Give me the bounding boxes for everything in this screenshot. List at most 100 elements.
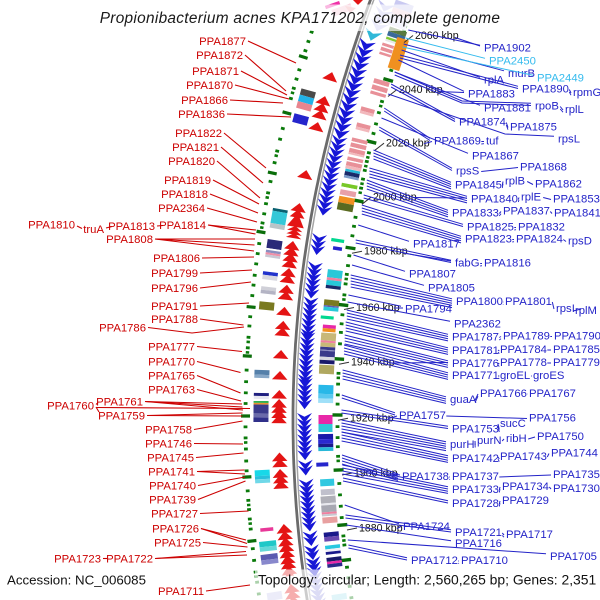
svg-text:PPA1794: PPA1794 bbox=[405, 304, 452, 316]
svg-text:PPA1788: PPA1788 bbox=[151, 314, 198, 326]
svg-text:rpsI: rpsI bbox=[556, 303, 575, 315]
svg-text:PPA1742: PPA1742 bbox=[452, 453, 499, 465]
svg-text:rpsS: rpsS bbox=[456, 166, 480, 178]
svg-text:1880 kbp: 1880 kbp bbox=[359, 522, 403, 534]
svg-text:PPA1801: PPA1801 bbox=[505, 296, 552, 308]
svg-text:PPA1806: PPA1806 bbox=[153, 253, 200, 265]
svg-text:PPA1722: PPA1722 bbox=[106, 554, 153, 566]
svg-text:PPA1869: PPA1869 bbox=[434, 136, 481, 148]
svg-text:PPA1819: PPA1819 bbox=[164, 175, 211, 187]
svg-text:PPA1716: PPA1716 bbox=[455, 538, 502, 550]
svg-text:ribH: ribH bbox=[506, 433, 527, 445]
svg-text:purN: purN bbox=[477, 435, 502, 447]
svg-text:PPA1874: PPA1874 bbox=[459, 117, 506, 129]
svg-text:PPA1862: PPA1862 bbox=[535, 179, 582, 191]
svg-text:PPA1807: PPA1807 bbox=[409, 269, 456, 281]
svg-text:PPA1836: PPA1836 bbox=[178, 109, 225, 121]
svg-text:PPA1902: PPA1902 bbox=[484, 43, 531, 55]
svg-text:PPA1745: PPA1745 bbox=[147, 453, 194, 465]
svg-text:PPA1712: PPA1712 bbox=[411, 555, 458, 567]
svg-text:Accession: NC_006085: Accession: NC_006085 bbox=[7, 573, 146, 588]
svg-text:PPA1730: PPA1730 bbox=[553, 483, 600, 495]
svg-text:PPA1781: PPA1781 bbox=[452, 345, 499, 357]
svg-text:PPA1760: PPA1760 bbox=[47, 401, 94, 413]
svg-text:PPA1818: PPA1818 bbox=[161, 189, 208, 201]
svg-text:PPA1744: PPA1744 bbox=[551, 448, 598, 460]
svg-text:PPA1740: PPA1740 bbox=[149, 481, 196, 493]
svg-text:PPA1758: PPA1758 bbox=[145, 425, 192, 437]
svg-text:PPA2450: PPA2450 bbox=[489, 56, 536, 68]
svg-text:PPA1823: PPA1823 bbox=[465, 234, 512, 246]
svg-text:Topology: circular; Length: 2,: Topology: circular; Length: 2,560,265 bp… bbox=[258, 572, 597, 588]
svg-text:PPA1805: PPA1805 bbox=[428, 283, 475, 295]
svg-text:PPA1765: PPA1765 bbox=[148, 371, 195, 383]
svg-text:PPA1820: PPA1820 bbox=[168, 156, 215, 168]
svg-text:PPA2362: PPA2362 bbox=[454, 319, 501, 331]
svg-text:PPA1789: PPA1789 bbox=[503, 331, 550, 343]
svg-text:rplM: rplM bbox=[575, 305, 597, 317]
svg-text:purH: purH bbox=[450, 439, 475, 451]
svg-text:PPA1837: PPA1837 bbox=[503, 206, 550, 218]
svg-text:PPA1796: PPA1796 bbox=[151, 283, 198, 295]
svg-text:PPA1791: PPA1791 bbox=[151, 301, 198, 313]
svg-text:Propionibacterium acnes KPA171: Propionibacterium acnes KPA171202, compl… bbox=[100, 10, 501, 27]
svg-text:PPA1753: PPA1753 bbox=[452, 424, 499, 436]
svg-text:PPA1739: PPA1739 bbox=[149, 495, 196, 507]
svg-text:PPA1776: PPA1776 bbox=[452, 358, 499, 370]
svg-text:PPA1832: PPA1832 bbox=[518, 222, 565, 234]
svg-text:rplL: rplL bbox=[565, 104, 584, 116]
svg-text:rpsL: rpsL bbox=[558, 134, 580, 146]
svg-text:PPA1872: PPA1872 bbox=[196, 50, 243, 62]
svg-text:PPA1756: PPA1756 bbox=[529, 413, 576, 425]
svg-text:PPA1808: PPA1808 bbox=[106, 234, 153, 246]
svg-text:PPA1779: PPA1779 bbox=[553, 357, 600, 369]
svg-text:PPA1757: PPA1757 bbox=[399, 410, 446, 422]
svg-text:rpsD: rpsD bbox=[568, 236, 592, 248]
svg-text:PPA1735: PPA1735 bbox=[553, 469, 600, 481]
svg-text:PPA1821: PPA1821 bbox=[172, 142, 219, 154]
svg-text:PPA1729: PPA1729 bbox=[502, 495, 549, 507]
svg-text:PPA1743: PPA1743 bbox=[500, 451, 547, 463]
svg-text:groEL: groEL bbox=[500, 370, 530, 382]
svg-text:tuf: tuf bbox=[486, 136, 499, 148]
svg-text:PPA1817: PPA1817 bbox=[413, 239, 460, 251]
svg-text:PPA1822: PPA1822 bbox=[175, 128, 222, 140]
svg-text:PPA2449: PPA2449 bbox=[537, 73, 584, 85]
svg-text:PPA1890: PPA1890 bbox=[522, 84, 569, 96]
svg-text:PPA1721: PPA1721 bbox=[455, 527, 502, 539]
svg-text:rpoB: rpoB bbox=[535, 101, 559, 113]
svg-text:PPA1799: PPA1799 bbox=[151, 268, 198, 280]
svg-text:PPA1871: PPA1871 bbox=[192, 66, 239, 78]
svg-text:PPA1770: PPA1770 bbox=[148, 357, 195, 369]
svg-text:rplE: rplE bbox=[521, 192, 542, 204]
svg-text:PPA1867: PPA1867 bbox=[472, 151, 519, 163]
svg-text:PPA1733: PPA1733 bbox=[452, 484, 499, 496]
svg-text:PPA1810: PPA1810 bbox=[28, 220, 75, 232]
svg-text:PPA1711: PPA1711 bbox=[158, 586, 204, 598]
svg-text:PPA1717: PPA1717 bbox=[506, 529, 553, 541]
svg-text:PPA1771: PPA1771 bbox=[452, 370, 499, 382]
svg-text:PPA1833: PPA1833 bbox=[452, 208, 499, 220]
svg-text:PPA1778: PPA1778 bbox=[500, 357, 547, 369]
svg-text:PPA1870: PPA1870 bbox=[186, 80, 233, 92]
svg-text:rpmG: rpmG bbox=[573, 87, 600, 99]
svg-text:PPA1845: PPA1845 bbox=[455, 180, 502, 192]
svg-text:PPA1710: PPA1710 bbox=[461, 555, 508, 567]
svg-text:PPA1759: PPA1759 bbox=[98, 411, 145, 423]
svg-text:PPA1766: PPA1766 bbox=[480, 388, 527, 400]
svg-text:PPA1800: PPA1800 bbox=[456, 296, 503, 308]
svg-text:rplB: rplB bbox=[505, 176, 525, 188]
svg-text:PPA1734: PPA1734 bbox=[502, 481, 549, 493]
svg-text:PPA1784: PPA1784 bbox=[500, 344, 547, 356]
svg-text:PPA1785: PPA1785 bbox=[553, 344, 600, 356]
svg-text:PPA1728: PPA1728 bbox=[452, 498, 499, 510]
svg-text:PPA1816: PPA1816 bbox=[484, 258, 531, 270]
svg-text:PPA1814: PPA1814 bbox=[159, 220, 206, 232]
svg-text:PPA1750: PPA1750 bbox=[537, 431, 584, 443]
svg-text:PPA1881: PPA1881 bbox=[484, 103, 531, 115]
svg-text:PPA1875: PPA1875 bbox=[510, 122, 557, 134]
svg-text:PPA1705: PPA1705 bbox=[550, 551, 597, 563]
svg-text:PPA1727: PPA1727 bbox=[151, 509, 198, 521]
svg-text:PPA1824: PPA1824 bbox=[516, 234, 563, 246]
svg-text:murB: murB bbox=[508, 68, 535, 80]
